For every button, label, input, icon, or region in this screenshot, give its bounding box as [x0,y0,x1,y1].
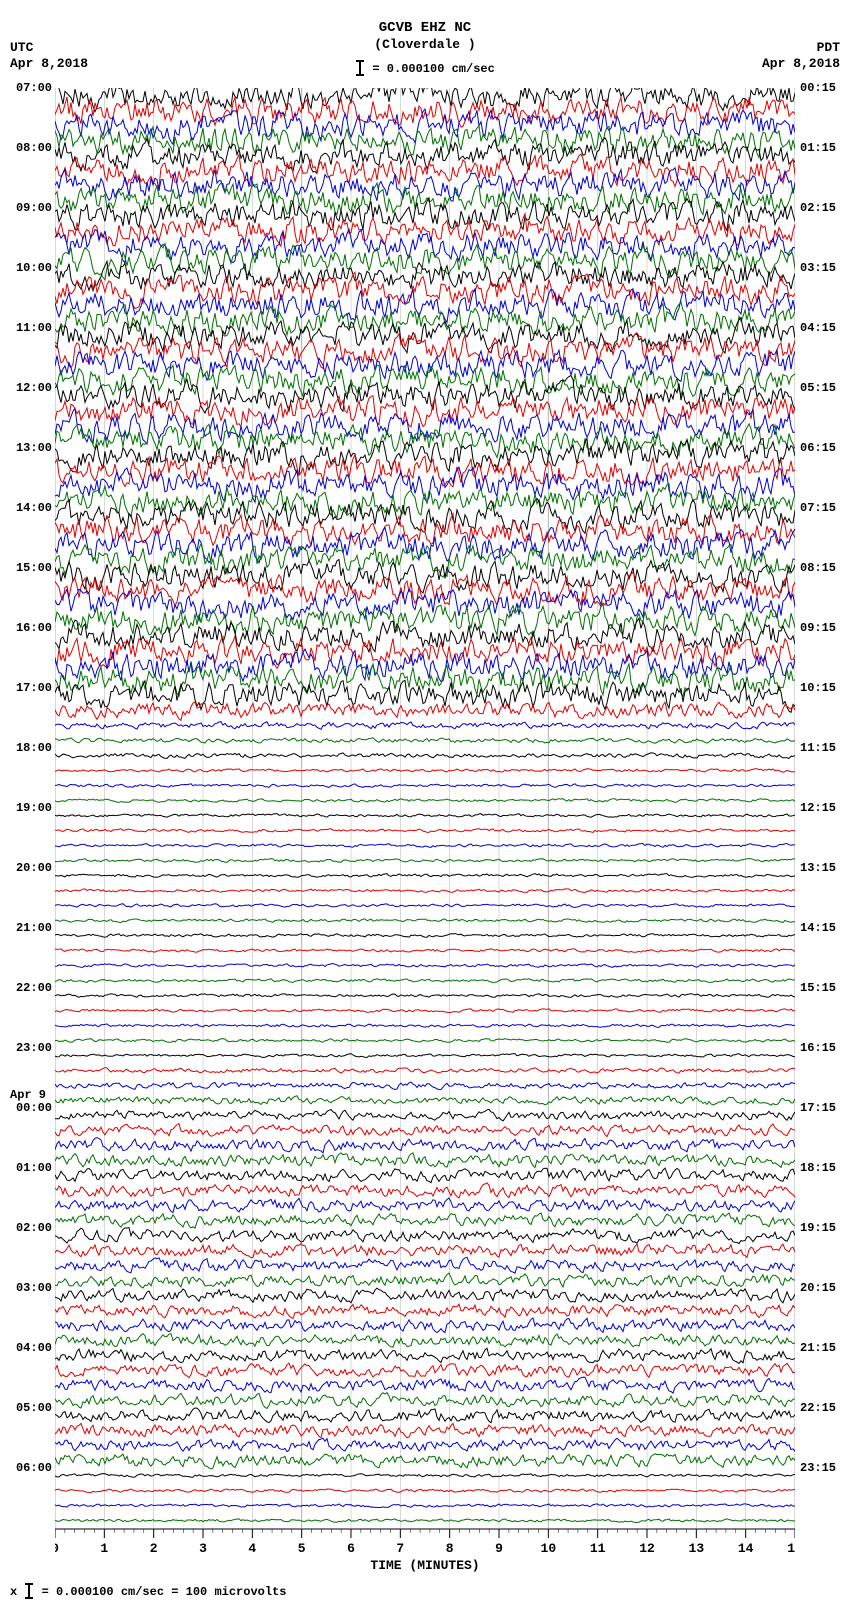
svg-text:7: 7 [396,1541,404,1556]
svg-text:4: 4 [248,1541,256,1556]
left-hour-label: 21:00 [0,922,52,934]
svg-text:1: 1 [100,1541,108,1556]
left-hour-label: 12:00 [0,382,52,394]
svg-text:13: 13 [689,1541,705,1556]
right-hour-label: 05:15 [800,382,850,394]
left-hour-label: 15:00 [0,562,52,574]
station-code: GCVB EHZ NC [0,20,850,37]
right-hour-label: 21:15 [800,1342,850,1354]
right-hour-label: 22:15 [800,1402,850,1414]
left-hour-label: 11:00 [0,322,52,334]
x-axis: 0123456789101112131415 TIME (MINUTES) [55,1528,795,1578]
right-hour-label: 07:15 [800,502,850,514]
right-hour-label: 03:15 [800,262,850,274]
left-hour-label: 10:00 [0,262,52,274]
tz-left-label: UTC [10,40,33,55]
right-hour-label: 14:15 [800,922,850,934]
right-hour-label: 02:15 [800,202,850,214]
right-hour-label: 06:15 [800,442,850,454]
right-hour-label: 17:15 [800,1102,850,1114]
left-hour-label: 01:00 [0,1162,52,1174]
date-right-label: Apr 8,2018 [762,56,840,71]
footer-prefix: x [10,1585,17,1599]
left-hour-label: 02:00 [0,1222,52,1234]
svg-text:15: 15 [787,1541,795,1556]
right-hour-label: 18:15 [800,1162,850,1174]
right-hour-label: 09:15 [800,622,850,634]
left-hour-label: 22:00 [0,982,52,994]
svg-text:8: 8 [446,1541,454,1556]
scale-bar-icon [359,60,361,76]
left-hour-label: 07:00 [0,82,52,94]
svg-text:14: 14 [738,1541,754,1556]
right-time-labels: 00:1501:1502:1503:1504:1505:1506:1507:15… [796,88,850,1528]
tz-right-label: PDT [817,40,840,55]
right-hour-label: 19:15 [800,1222,850,1234]
left-hour-label: 13:00 [0,442,52,454]
left-hour-label: 03:00 [0,1282,52,1294]
left-hour-label: 17:00 [0,682,52,694]
right-hour-label: 13:15 [800,862,850,874]
x-axis-ticks: 0123456789101112131415 [55,1528,795,1558]
right-hour-label: 12:15 [800,802,850,814]
svg-text:11: 11 [590,1541,606,1556]
date-left-label: Apr 8,2018 [10,56,88,71]
svg-text:10: 10 [541,1541,557,1556]
left-hour-label: 16:00 [0,622,52,634]
left-hour-label: 20:00 [0,862,52,874]
left-hour-label: 18:00 [0,742,52,754]
station-location: (Cloverdale ) [0,37,850,53]
right-hour-label: 11:15 [800,742,850,754]
right-hour-label: 23:15 [800,1462,850,1474]
svg-text:2: 2 [150,1541,158,1556]
right-hour-label: 10:15 [800,682,850,694]
header-scale: = 0.000100 cm/sec [0,60,850,78]
footer-scale-text: = 0.000100 cm/sec = 100 microvolts [42,1585,287,1599]
left-hour-label: 05:00 [0,1402,52,1414]
footer-scale: x = 0.000100 cm/sec = 100 microvolts [10,1583,286,1601]
footer-scale-bar-icon [28,1583,30,1599]
seismogram-svg [55,88,795,1528]
svg-text:5: 5 [298,1541,306,1556]
left-hour-label: 04:00 [0,1342,52,1354]
left-hour-label: 00:00 [0,1102,52,1114]
svg-text:3: 3 [199,1541,207,1556]
header-scale-text: = 0.000100 cm/sec [372,63,494,77]
left-hour-label: 08:00 [0,142,52,154]
left-hour-label: 23:00 [0,1042,52,1054]
right-hour-label: 00:15 [800,82,850,94]
left-hour-label: 19:00 [0,802,52,814]
plot-area [55,88,795,1528]
x-axis-label: TIME (MINUTES) [55,1558,795,1573]
svg-text:12: 12 [639,1541,655,1556]
right-hour-label: 01:15 [800,142,850,154]
right-hour-label: 08:15 [800,562,850,574]
right-hour-label: 15:15 [800,982,850,994]
svg-text:6: 6 [347,1541,355,1556]
left-time-labels: 07:0008:0009:0010:0011:0012:0013:0014:00… [0,88,54,1528]
seismogram-page: GCVB EHZ NC (Cloverdale ) = 0.000100 cm/… [0,0,850,1613]
svg-text:0: 0 [55,1541,59,1556]
midnight-date-tag: Apr 9 [10,1088,46,1102]
svg-text:9: 9 [495,1541,503,1556]
left-hour-label: 14:00 [0,502,52,514]
left-hour-label: 09:00 [0,202,52,214]
right-hour-label: 20:15 [800,1282,850,1294]
left-hour-label: 06:00 [0,1462,52,1474]
right-hour-label: 04:15 [800,322,850,334]
header: GCVB EHZ NC (Cloverdale ) = 0.000100 cm/… [0,20,850,78]
right-hour-label: 16:15 [800,1042,850,1054]
